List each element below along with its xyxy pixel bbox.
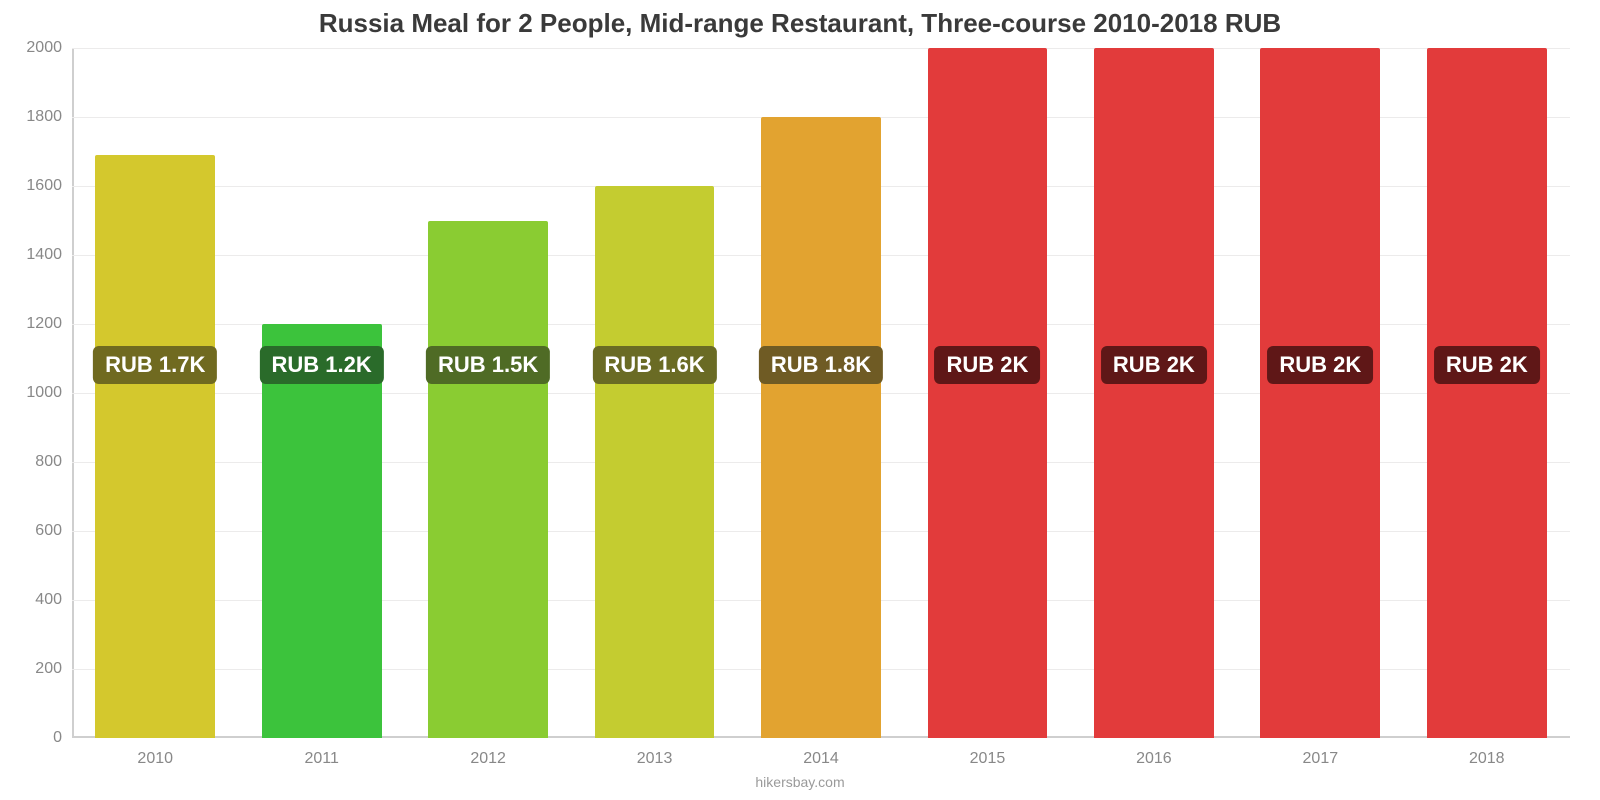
x-tick-label: 2013 bbox=[637, 738, 673, 768]
x-tick-label: 2017 bbox=[1303, 738, 1339, 768]
y-tick-label: 800 bbox=[35, 453, 72, 471]
y-tick-label: 2000 bbox=[26, 39, 72, 57]
bar bbox=[1260, 48, 1380, 738]
bar-value-badge: RUB 2K bbox=[1101, 346, 1207, 384]
plot-area: 0200400600800100012001400160018002000201… bbox=[72, 48, 1570, 738]
bar bbox=[95, 155, 215, 738]
bar-value-badge: RUB 2K bbox=[1267, 346, 1373, 384]
y-tick-label: 1000 bbox=[26, 384, 72, 402]
chart-container: Russia Meal for 2 People, Mid-range Rest… bbox=[0, 0, 1600, 800]
x-tick-label: 2014 bbox=[803, 738, 839, 768]
bar bbox=[761, 117, 881, 738]
bar bbox=[928, 48, 1048, 738]
bar-value-badge: RUB 1.5K bbox=[426, 346, 550, 384]
y-tick-label: 1400 bbox=[26, 246, 72, 264]
y-tick-label: 600 bbox=[35, 522, 72, 540]
x-tick-label: 2012 bbox=[470, 738, 506, 768]
x-tick-label: 2015 bbox=[970, 738, 1006, 768]
y-tick-label: 1600 bbox=[26, 177, 72, 195]
y-tick-label: 1800 bbox=[26, 108, 72, 126]
x-tick-label: 2011 bbox=[304, 738, 338, 768]
y-tick-label: 200 bbox=[35, 660, 72, 678]
bar bbox=[262, 324, 382, 738]
bar bbox=[1427, 48, 1547, 738]
x-tick-label: 2018 bbox=[1469, 738, 1505, 768]
y-tick-label: 400 bbox=[35, 591, 72, 609]
y-tick-label: 0 bbox=[53, 729, 72, 747]
x-tick-label: 2010 bbox=[137, 738, 173, 768]
bar bbox=[1094, 48, 1214, 738]
bar-value-badge: RUB 1.8K bbox=[759, 346, 883, 384]
bar-value-badge: RUB 1.6K bbox=[592, 346, 716, 384]
bar bbox=[595, 186, 715, 738]
bar bbox=[428, 221, 548, 739]
bar-value-badge: RUB 1.7K bbox=[93, 346, 217, 384]
bar-value-badge: RUB 1.2K bbox=[260, 346, 384, 384]
chart-title: Russia Meal for 2 People, Mid-range Rest… bbox=[0, 8, 1600, 39]
footer-credit: hikersbay.com bbox=[0, 774, 1600, 790]
bar-value-badge: RUB 2K bbox=[1434, 346, 1540, 384]
bar-value-badge: RUB 2K bbox=[934, 346, 1040, 384]
x-tick-label: 2016 bbox=[1136, 738, 1172, 768]
y-tick-label: 1200 bbox=[26, 315, 72, 333]
